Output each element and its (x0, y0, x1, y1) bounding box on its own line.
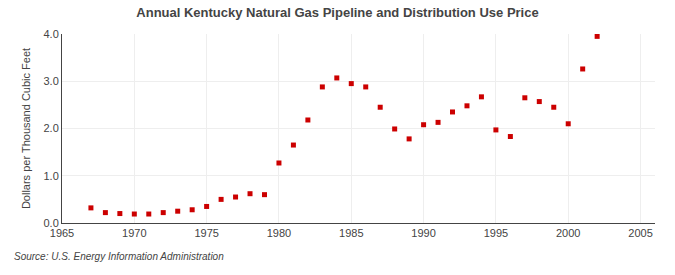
svg-text:1975: 1975 (194, 227, 218, 239)
svg-text:2005: 2005 (628, 227, 652, 239)
svg-text:1985: 1985 (339, 227, 363, 239)
svg-text:3.0: 3.0 (44, 75, 59, 87)
svg-text:Annual Kentucky Natural Gas Pi: Annual Kentucky Natural Gas Pipeline and… (136, 5, 538, 20)
svg-text:1995: 1995 (484, 227, 508, 239)
svg-text:1970: 1970 (122, 227, 146, 239)
svg-text:4.0: 4.0 (44, 28, 59, 40)
svg-text:1990: 1990 (411, 227, 435, 239)
svg-text:2000: 2000 (556, 227, 580, 239)
svg-text:0.0: 0.0 (44, 217, 59, 229)
svg-text:1965: 1965 (50, 227, 74, 239)
svg-text:2.0: 2.0 (44, 122, 59, 134)
svg-text:1980: 1980 (267, 227, 291, 239)
svg-text:Dollars per Thousand Cubic Fee: Dollars per Thousand Cubic Feet (20, 48, 32, 209)
svg-text:1.0: 1.0 (44, 170, 59, 182)
svg-text:Source: U.S. Energy Informatio: Source: U.S. Energy Information Administ… (14, 251, 224, 262)
